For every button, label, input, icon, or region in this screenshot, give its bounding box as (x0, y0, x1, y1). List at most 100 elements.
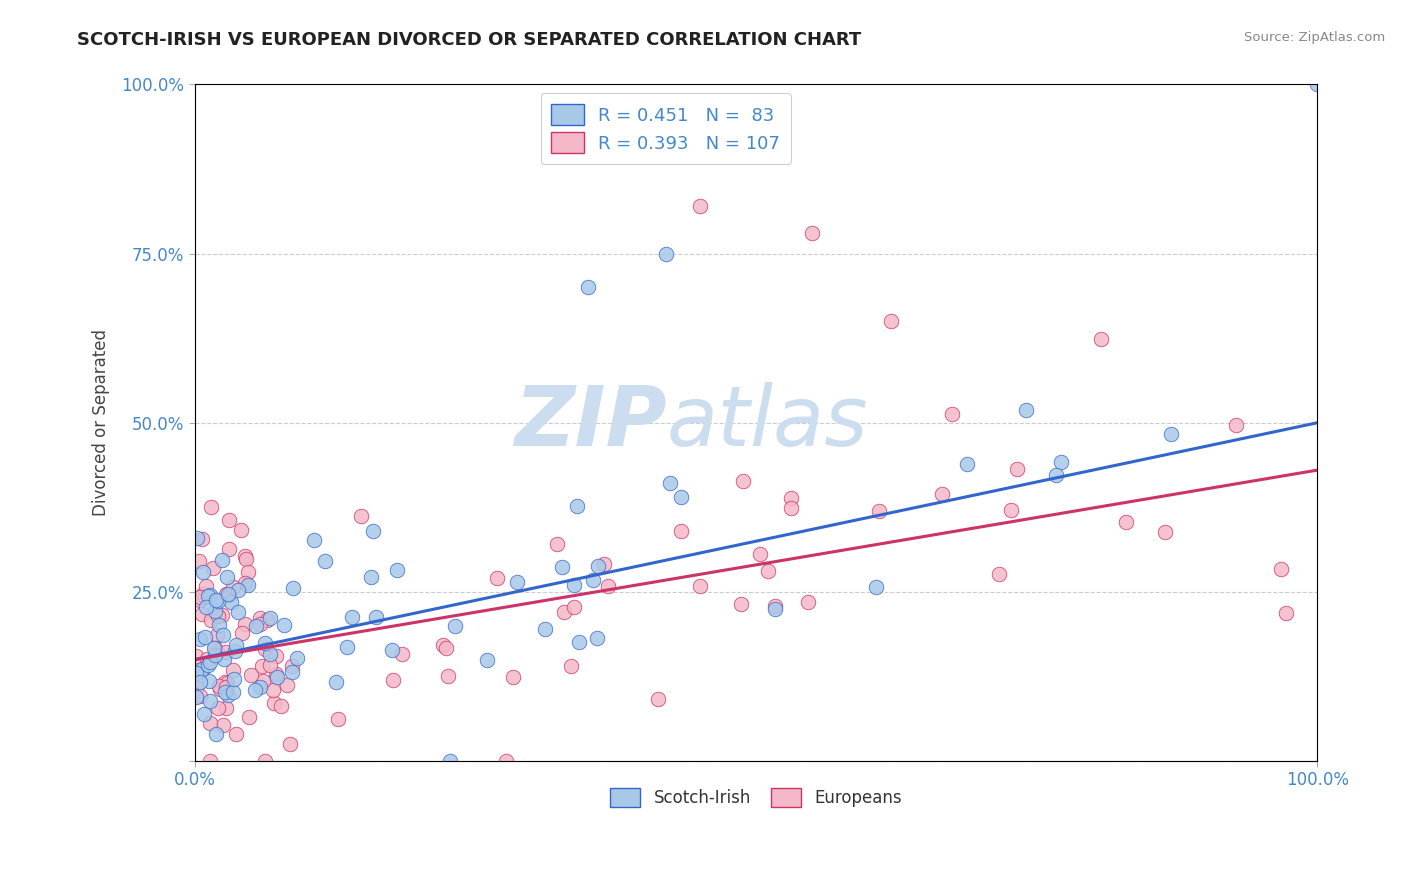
Text: SCOTCH-IRISH VS EUROPEAN DIVORCED OR SEPARATED CORRELATION CHART: SCOTCH-IRISH VS EUROPEAN DIVORCED OR SEP… (77, 31, 862, 49)
Point (382, 673, 405, 687)
Point (560, 659, 582, 673)
Point (249, 681, 271, 695)
Point (263, 696, 285, 710)
Point (184, 690, 207, 704)
Point (281, 665, 304, 680)
Point (245, 619, 267, 633)
Point (236, 566, 259, 580)
Point (211, 628, 233, 642)
Point (434, 641, 457, 656)
Point (205, 628, 228, 642)
Point (184, 681, 207, 695)
Point (262, 682, 284, 697)
Point (207, 618, 229, 632)
Point (1090, 332, 1112, 346)
Point (669, 490, 692, 504)
Point (564, 578, 586, 592)
Point (211, 553, 233, 567)
Point (361, 524, 384, 538)
Point (730, 597, 752, 611)
Point (931, 487, 953, 501)
Point (186, 649, 208, 664)
Point (208, 679, 231, 693)
Point (233, 576, 256, 591)
Point (281, 658, 304, 673)
Point (207, 609, 229, 624)
Point (205, 645, 228, 659)
Point (190, 664, 212, 678)
Point (226, 605, 249, 619)
Point (865, 580, 887, 594)
Point (567, 499, 589, 513)
Point (568, 635, 591, 649)
Point (201, 560, 224, 574)
Point (194, 599, 217, 614)
Point (1045, 467, 1067, 482)
Text: ZIP: ZIP (513, 383, 666, 463)
Point (314, 554, 336, 568)
Point (669, 524, 692, 538)
Point (222, 664, 245, 678)
Point (191, 566, 214, 580)
Point (236, 578, 259, 592)
Point (270, 699, 292, 714)
Point (598, 579, 620, 593)
Point (219, 595, 242, 609)
Point (576, 280, 599, 294)
Point (285, 650, 308, 665)
Point (553, 605, 575, 619)
Point (533, 623, 555, 637)
Point (194, 580, 217, 594)
Point (231, 625, 253, 640)
Point (200, 613, 222, 627)
Point (956, 458, 979, 472)
Point (233, 616, 256, 631)
Point (659, 475, 682, 490)
Point (385, 563, 408, 577)
Point (214, 587, 236, 601)
Point (238, 710, 260, 724)
Point (253, 636, 276, 650)
Point (325, 674, 347, 689)
Point (218, 513, 240, 527)
Point (502, 670, 524, 684)
Point (194, 590, 217, 604)
Point (209, 681, 232, 696)
Point (259, 647, 281, 661)
Point (582, 573, 605, 587)
Point (253, 642, 276, 657)
Point (588, 558, 610, 573)
Point (259, 611, 281, 625)
Point (225, 638, 247, 652)
Point (188, 590, 211, 604)
Point (186, 531, 208, 545)
Point (249, 616, 271, 631)
Point (191, 662, 214, 676)
Point (245, 682, 267, 697)
Point (188, 665, 211, 679)
Point (214, 674, 236, 689)
Point (207, 594, 229, 608)
Point (731, 474, 754, 488)
Point (432, 638, 454, 652)
Legend: Scotch-Irish, Europeans: Scotch-Irish, Europeans (603, 781, 908, 814)
Point (366, 610, 388, 624)
Point (302, 533, 325, 548)
Point (349, 508, 371, 523)
Point (689, 579, 711, 593)
Point (475, 652, 498, 666)
Point (360, 570, 382, 584)
Point (326, 712, 349, 726)
Point (233, 549, 256, 563)
Point (1160, 426, 1182, 441)
Point (205, 727, 228, 741)
Point (250, 659, 273, 673)
Point (264, 648, 287, 663)
Point (340, 609, 363, 624)
Point (439, 754, 461, 768)
Point (211, 718, 233, 732)
Point (689, 199, 711, 213)
Point (188, 674, 211, 689)
Point (1154, 524, 1177, 539)
Point (200, 715, 222, 730)
